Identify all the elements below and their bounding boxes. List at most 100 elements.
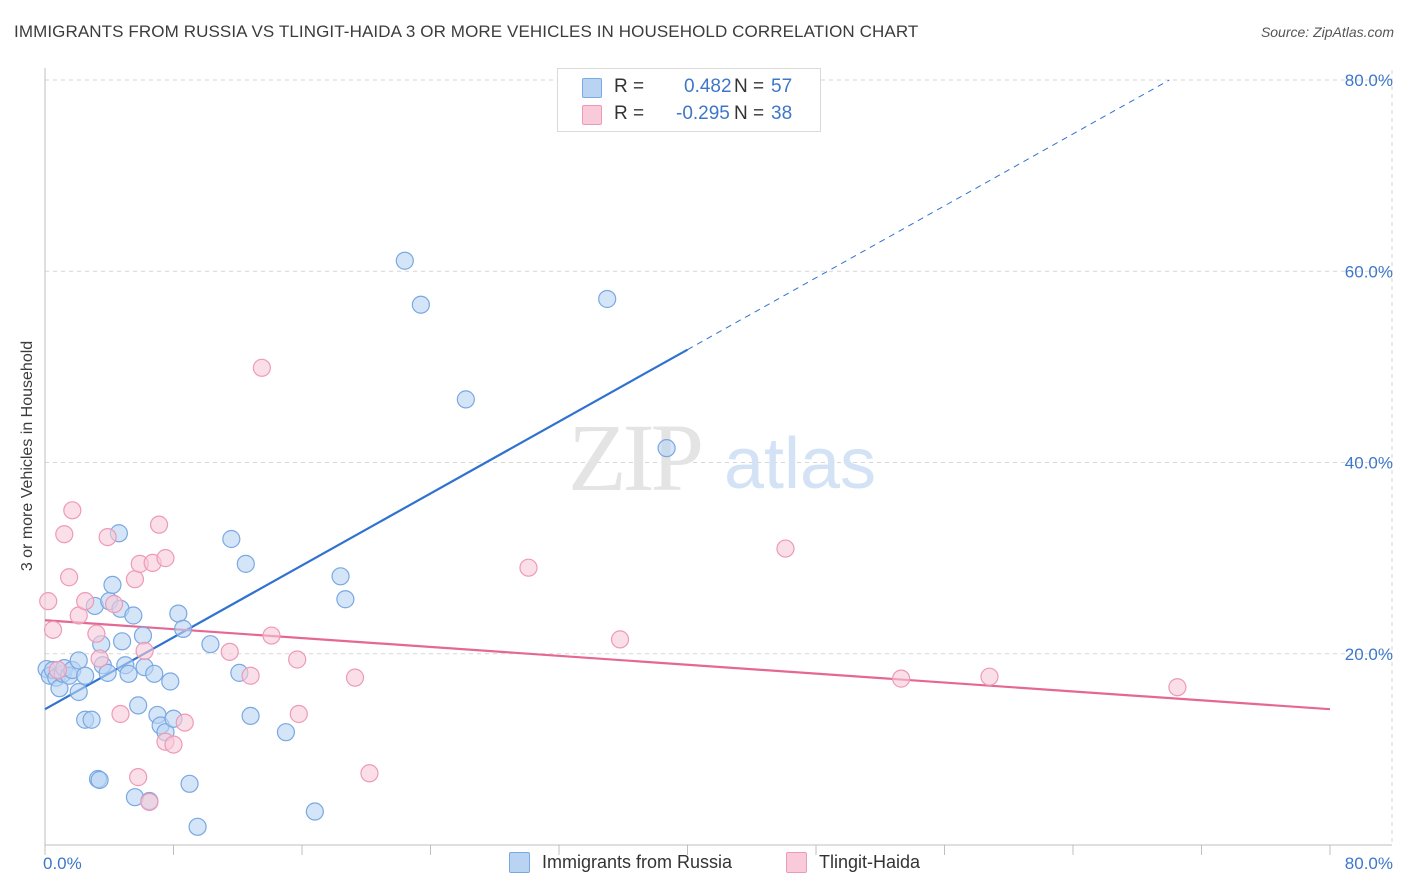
point-tlingit — [59, 568, 79, 587]
legend-r-label: R = — [614, 76, 645, 97]
point-russia — [124, 606, 143, 625]
point-tlingit — [98, 527, 117, 547]
point-russia — [456, 390, 475, 409]
point-tlingit — [345, 668, 365, 687]
point-russia — [112, 632, 132, 651]
point-tlingit — [149, 515, 169, 534]
point-russia — [276, 723, 296, 742]
bottom-legend-swatch-pink — [786, 852, 807, 873]
point-tlingit — [39, 592, 58, 611]
point-russia — [174, 619, 193, 638]
point-russia — [222, 529, 241, 549]
bottom-legend-label: Tlingit-Haida — [819, 852, 921, 872]
point-tlingit — [140, 792, 159, 812]
point-tlingit — [43, 620, 63, 639]
tick-labels: 20.0% 40.0% 60.0% 80.0% 0.0% 80.0% — [43, 71, 1393, 873]
point-tlingit — [519, 558, 538, 577]
data-points — [37, 251, 1187, 836]
y-tick-label: 60.0% — [1345, 262, 1393, 281]
point-tlingit — [288, 650, 307, 669]
point-tlingit — [892, 669, 911, 688]
point-russia — [161, 672, 180, 691]
point-russia — [236, 554, 255, 573]
point-tlingit — [63, 501, 82, 520]
point-tlingit — [90, 649, 109, 668]
legend-swatch-pink — [582, 105, 602, 125]
point-tlingit — [135, 641, 154, 660]
point-tlingit — [111, 704, 130, 724]
point-russia — [241, 706, 260, 726]
trend-line-russia-extension — [687, 79, 1170, 351]
trend-lines — [44, 79, 1331, 711]
point-russia — [305, 802, 324, 821]
point-tlingit — [1168, 678, 1187, 697]
point-russia — [69, 682, 88, 702]
point-tlingit — [776, 539, 795, 558]
point-russia — [90, 770, 109, 790]
point-russia — [331, 567, 350, 586]
y-tick-label: 40.0% — [1345, 454, 1393, 473]
point-russia — [169, 604, 188, 623]
point-russia — [129, 696, 148, 715]
point-russia — [145, 664, 164, 683]
y-tick-label: 80.0% — [1345, 71, 1393, 90]
point-russia — [201, 635, 220, 654]
point-tlingit — [175, 713, 194, 732]
point-tlingit — [104, 594, 124, 614]
point-russia — [395, 251, 414, 270]
x-tick-label: 80.0% — [1345, 854, 1393, 873]
legend-r-value: 0.482 — [684, 76, 732, 97]
legend-n-value: 57 — [771, 76, 793, 97]
point-russia — [69, 651, 88, 670]
point-tlingit — [360, 764, 379, 783]
point-tlingit — [262, 626, 281, 645]
point-tlingit — [156, 549, 175, 568]
point-russia — [657, 439, 676, 458]
legend-n-label: N = — [734, 76, 765, 97]
point-russia — [119, 664, 138, 683]
source-credit: Source: ZipAtlas.com — [1260, 24, 1394, 40]
watermark-zip: ZIP — [568, 404, 701, 511]
point-russia — [103, 575, 122, 595]
legend-swatch-blue — [582, 78, 602, 98]
point-russia — [76, 666, 95, 685]
y-tick-label: 20.0% — [1345, 645, 1393, 664]
point-tlingit — [289, 704, 308, 724]
point-tlingit — [220, 642, 239, 661]
watermark-atlas: atlas — [724, 424, 876, 504]
x-tick-label: 0.0% — [43, 854, 82, 873]
point-tlingit — [241, 666, 260, 685]
point-russia — [82, 710, 101, 729]
trend-line-tlingit — [44, 619, 1331, 711]
point-russia — [180, 774, 199, 793]
point-russia — [133, 626, 153, 645]
point-russia — [188, 817, 207, 836]
gridlines — [45, 70, 1393, 845]
legend-n-value: 38 — [771, 103, 793, 124]
legend-r-label: R = — [614, 103, 645, 124]
point-tlingit — [252, 358, 271, 377]
chart-title: IMMIGRANTS FROM RUSSIA VS TLINGIT-HAIDA … — [14, 22, 919, 41]
stats-legend: R = 0.482 N = 57 R = -0.295 N = 38 — [557, 68, 821, 132]
point-tlingit — [980, 667, 999, 686]
bottom-legend-tlingit: Tlingit-Haida — [786, 852, 920, 873]
axes — [44, 68, 1392, 855]
bottom-legend-russia: Immigrants from Russia — [509, 852, 732, 873]
point-tlingit — [87, 624, 106, 643]
point-russia — [336, 590, 355, 609]
bottom-legend-swatch-blue — [509, 852, 530, 873]
point-tlingit — [76, 592, 95, 611]
point-russia — [411, 295, 430, 314]
point-tlingit — [55, 525, 74, 544]
legend-r-value: -0.295 — [676, 103, 730, 124]
point-russia — [598, 289, 617, 309]
point-tlingit — [610, 630, 630, 649]
point-tlingit — [125, 570, 145, 589]
point-tlingit — [129, 768, 148, 787]
legend-n-label: N = — [734, 103, 765, 124]
point-russia — [98, 663, 117, 682]
watermark: ZIP atlas — [568, 404, 876, 511]
bottom-legend-label: Immigrants from Russia — [542, 852, 733, 872]
point-tlingit — [48, 660, 67, 680]
